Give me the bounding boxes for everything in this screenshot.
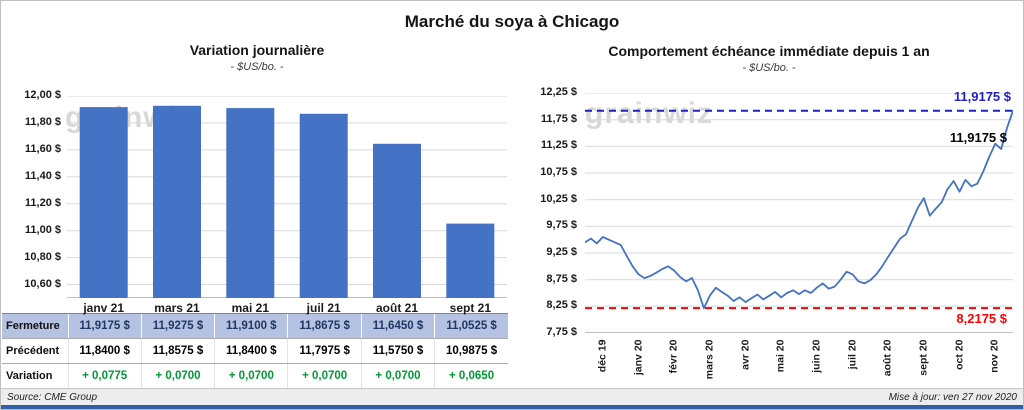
table-cell: 10,9875 $: [434, 338, 508, 364]
bar-y-tick-label: 11,20 $: [24, 196, 61, 209]
bar-chart-subtitle: - $US/bo. -: [230, 61, 284, 73]
bottom-accent-bar: [1, 405, 1023, 409]
bar-x-tick-label: mai 21: [231, 301, 269, 315]
page-title: Marché du soya à Chicago: [404, 12, 620, 31]
line-y-tick-label: 11,25 $: [540, 139, 577, 152]
row-label: Variation: [2, 363, 68, 389]
line-chart-subtitle: - $US/bo. -: [742, 62, 796, 74]
bar: [299, 113, 348, 298]
bar-x-tick-label: sept 21: [449, 301, 491, 315]
table-cell: 11,9275 $: [140, 313, 215, 339]
line-x-tick-label: juil 20: [846, 339, 858, 370]
bar-y-tick-label: 11,40 $: [24, 169, 61, 182]
bar: [373, 143, 421, 298]
table-cell: + 0,0700: [140, 363, 215, 389]
bar-x-tick-label: janv 21: [83, 301, 125, 315]
price-line: [585, 109, 1013, 310]
bar-chart-plot: [67, 96, 507, 298]
table-cell: 11,5750 $: [360, 338, 435, 364]
line-y-tick-label: 8,75 $: [546, 272, 577, 285]
line-y-tick-label: 12,25 $: [540, 86, 577, 98]
line-x-tick-label: mars 20: [703, 339, 716, 380]
line-y-tick-label: 7,75 $: [546, 326, 577, 338]
table-cell: 11,8675 $: [287, 313, 362, 339]
grainwiz-watermark: grainwiz: [585, 97, 714, 130]
price-table: Fermeture 11,9175 $11,9275 $11,9100 $11,8…: [2, 313, 508, 389]
bar-y-tick-label: 11,00 $: [24, 223, 61, 236]
table-row-fermeture: Fermeture 11,9175 $11,9275 $11,9100 $11,8…: [2, 313, 508, 339]
table-cell: + 0,0700: [287, 363, 362, 389]
line-x-tick-label: juin 20: [810, 339, 823, 373]
bar-chart-title: Variation journalière: [189, 42, 325, 58]
line-chart-title: Comportement échéance immédiate depuis 1…: [608, 43, 930, 59]
row-label: Fermeture: [2, 313, 68, 339]
line-x-tick-label: nov 20: [988, 339, 1001, 373]
source-note: Source: CME Group: [7, 391, 98, 403]
last-close-label: 11,9175 $: [949, 130, 1007, 145]
line-x-tick-label: mai 20: [774, 339, 787, 373]
line-x-tick-label: avr 20: [739, 339, 751, 370]
low-reference-label: 8,2175 $: [956, 311, 1007, 326]
bar: [79, 107, 128, 298]
line-y-tick-label: 11,75 $: [540, 112, 577, 125]
table-row-précédent: Précédent 11,8400 $11,8575 $11,8400 $11,7…: [2, 338, 508, 364]
table-cell: 11,8575 $: [140, 338, 215, 364]
line-x-tick-label: août 20: [881, 339, 894, 377]
bar: [226, 108, 275, 298]
bar-x-tick-label: août 21: [375, 301, 418, 315]
bar-y-tick-label: 11,60 $: [24, 142, 61, 155]
table-cell: + 0,0775: [67, 363, 142, 389]
line-y-tick-label: 8,25 $: [546, 299, 577, 312]
line-x-tick-label: oct 20: [953, 339, 965, 370]
row-label: Précédent: [2, 338, 68, 364]
line-y-tick-label: 9,75 $: [546, 219, 577, 232]
line-x-tick-label: sept 20: [917, 339, 930, 376]
line-x-tick-label: févr 20: [667, 339, 680, 374]
table-row-variation: Variation + 0,0775 + 0,0700 + 0,0700 + 0,070…: [2, 363, 508, 389]
bar: [153, 105, 201, 298]
bar-x-tick-label: mars 21: [154, 301, 200, 315]
line-y-tick-label: 10,25 $: [540, 192, 577, 205]
line-x-tick-label: déc 19: [596, 339, 609, 373]
updated-note: Mise à jour: ven 27 nov 2020: [888, 391, 1017, 403]
footer-bar: Source: CME Group Mise à jour: ven 27 no…: [1, 388, 1023, 405]
table-cell: 11,7975 $: [287, 338, 362, 364]
table-cell: 11,9100 $: [214, 313, 288, 339]
table-cell: 11,8400 $: [214, 338, 288, 364]
table-cell: 11,0525 $: [434, 313, 508, 339]
bar-y-tick-label: 10,80 $: [24, 250, 61, 263]
table-cell: + 0,0700: [214, 363, 288, 389]
bar-y-tick-label: 10,60 $: [24, 277, 61, 290]
line-chart-plot: [585, 93, 1013, 333]
bar-y-tick-label: 12,00 $: [24, 89, 61, 101]
bar-x-tick-label: juil 21: [306, 301, 341, 315]
high-reference-label: 11,9175 $: [953, 89, 1011, 104]
table-cell: 11,8400 $: [67, 338, 142, 364]
bar-y-tick-label: 11,80 $: [24, 115, 61, 128]
line-x-tick-label: janv 20: [632, 339, 644, 376]
line-y-tick-label: 9,25 $: [546, 246, 577, 258]
line-y-tick-label: 10,75 $: [540, 166, 577, 178]
bar: [446, 223, 495, 298]
table-cell: + 0,0650: [434, 363, 508, 389]
table-cell: 11,9175 $: [67, 313, 142, 339]
table-cell: + 0,0700: [360, 363, 435, 389]
table-cell: 11,6450 $: [360, 313, 435, 339]
